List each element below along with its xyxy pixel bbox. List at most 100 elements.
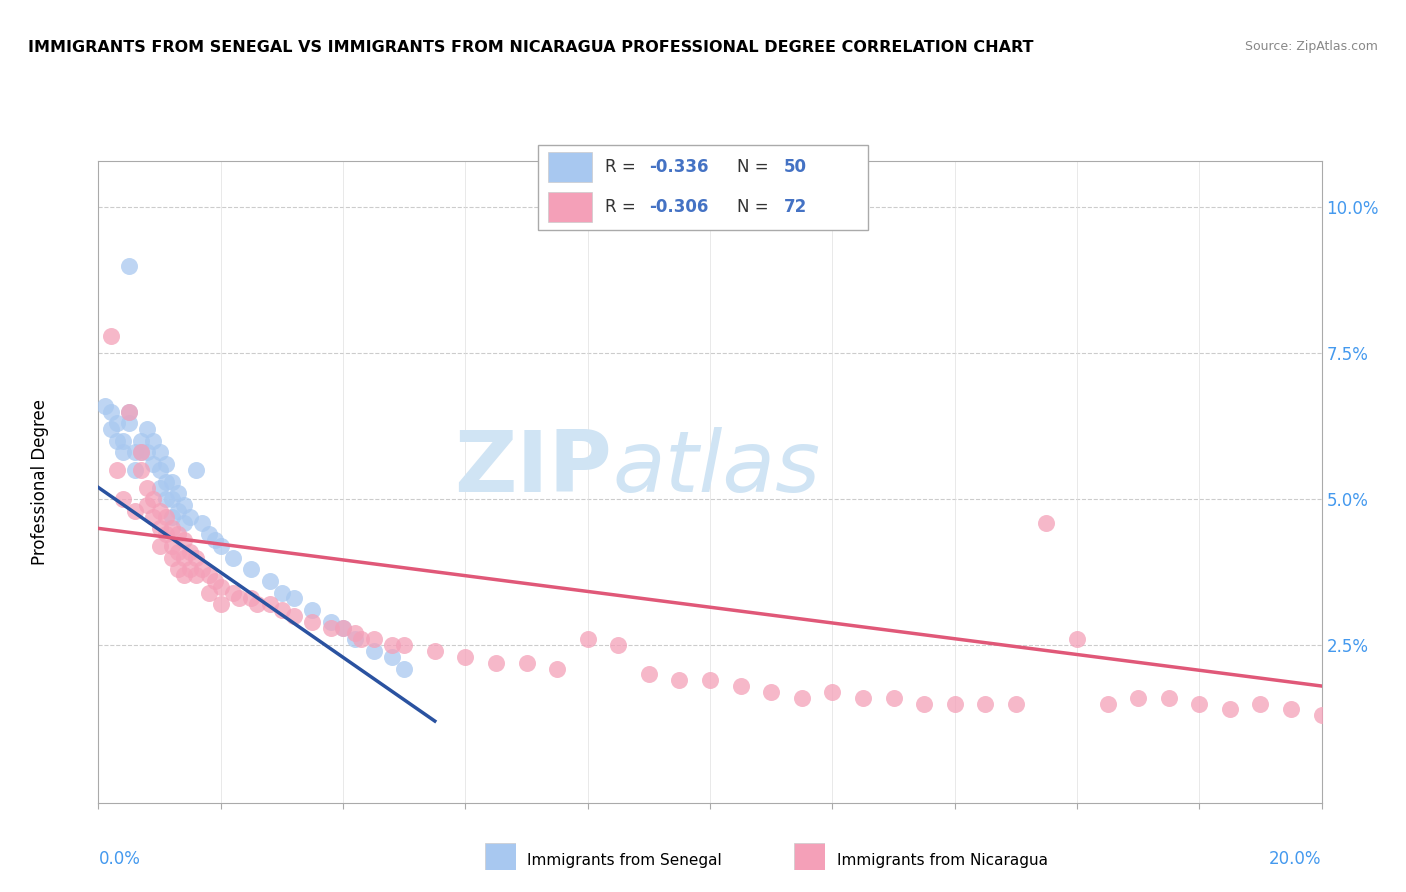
- Point: [160, 475, 183, 489]
- Point: [186, 568, 208, 582]
- Point: [191, 516, 214, 530]
- Point: [546, 661, 568, 675]
- Point: [167, 527, 190, 541]
- Point: [1249, 697, 1271, 711]
- Point: [1279, 702, 1302, 716]
- Point: [607, 638, 630, 652]
- Point: [259, 574, 281, 588]
- Point: [516, 656, 538, 670]
- Text: R =: R =: [605, 158, 641, 176]
- Point: [167, 545, 190, 559]
- Point: [167, 486, 190, 500]
- Point: [155, 492, 177, 507]
- Point: [160, 521, 183, 535]
- Point: [142, 457, 165, 471]
- Text: Immigrants from Senegal: Immigrants from Senegal: [527, 854, 723, 868]
- FancyBboxPatch shape: [548, 152, 592, 182]
- Text: 0.0%: 0.0%: [98, 849, 141, 868]
- Point: [129, 445, 152, 459]
- Point: [160, 492, 183, 507]
- Point: [111, 492, 134, 507]
- Point: [204, 574, 226, 588]
- Text: ZIP: ZIP: [454, 427, 612, 510]
- Point: [344, 626, 367, 640]
- Point: [270, 603, 292, 617]
- Point: [149, 463, 172, 477]
- Point: [319, 621, 342, 635]
- Point: [149, 539, 172, 553]
- Point: [173, 516, 195, 530]
- Text: 72: 72: [785, 198, 807, 216]
- Point: [228, 591, 250, 606]
- Point: [197, 585, 219, 599]
- Point: [204, 533, 226, 547]
- Point: [197, 568, 219, 582]
- Point: [301, 603, 323, 617]
- Point: [93, 399, 115, 413]
- Point: [129, 445, 152, 459]
- Point: [1035, 516, 1057, 530]
- Point: [118, 404, 141, 418]
- Point: [118, 417, 141, 431]
- Point: [142, 492, 165, 507]
- FancyBboxPatch shape: [485, 843, 516, 870]
- Text: 20.0%: 20.0%: [1270, 849, 1322, 868]
- Point: [344, 632, 367, 647]
- Point: [283, 591, 305, 606]
- Point: [155, 457, 177, 471]
- Text: -0.336: -0.336: [650, 158, 709, 176]
- Point: [759, 685, 782, 699]
- Point: [485, 656, 508, 670]
- Point: [790, 690, 813, 705]
- Point: [197, 527, 219, 541]
- Point: [730, 679, 752, 693]
- Point: [173, 550, 195, 565]
- FancyBboxPatch shape: [794, 843, 825, 870]
- Point: [319, 615, 342, 629]
- Point: [699, 673, 721, 688]
- Point: [668, 673, 690, 688]
- Point: [118, 404, 141, 418]
- Point: [332, 621, 354, 635]
- Text: R =: R =: [605, 198, 641, 216]
- Point: [129, 463, 152, 477]
- Text: atlas: atlas: [612, 427, 820, 510]
- Text: N =: N =: [737, 198, 773, 216]
- Point: [1004, 697, 1026, 711]
- Point: [100, 328, 122, 343]
- Point: [149, 481, 172, 495]
- Point: [155, 475, 177, 489]
- Point: [111, 434, 134, 448]
- Point: [105, 463, 128, 477]
- Point: [283, 609, 305, 624]
- Point: [883, 690, 905, 705]
- Point: [240, 591, 263, 606]
- Text: -0.306: -0.306: [650, 198, 709, 216]
- Text: Source: ZipAtlas.com: Source: ZipAtlas.com: [1244, 40, 1378, 54]
- Point: [392, 638, 416, 652]
- Point: [1310, 708, 1333, 723]
- Point: [209, 580, 232, 594]
- Point: [912, 697, 935, 711]
- Point: [173, 568, 195, 582]
- Point: [124, 445, 146, 459]
- Point: [124, 463, 146, 477]
- FancyBboxPatch shape: [537, 145, 869, 230]
- Point: [149, 445, 172, 459]
- Text: N =: N =: [737, 158, 773, 176]
- Point: [301, 615, 323, 629]
- Point: [363, 632, 385, 647]
- Point: [259, 597, 281, 611]
- Point: [124, 504, 146, 518]
- Point: [100, 404, 122, 418]
- Point: [118, 259, 141, 273]
- Point: [142, 509, 165, 524]
- Point: [1066, 632, 1088, 647]
- Text: 50: 50: [785, 158, 807, 176]
- Point: [1219, 702, 1241, 716]
- Point: [381, 638, 404, 652]
- Point: [129, 434, 152, 448]
- Point: [136, 422, 159, 436]
- Point: [246, 597, 269, 611]
- Point: [105, 417, 128, 431]
